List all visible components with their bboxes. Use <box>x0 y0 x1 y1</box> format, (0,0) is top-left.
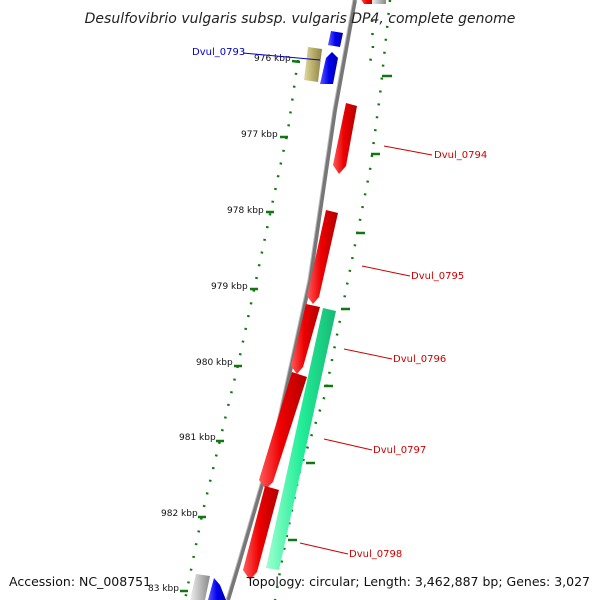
gene-feature-dvul-0798[interactable] <box>243 486 279 580</box>
leader-dvul-0795 <box>361 265 411 277</box>
leader-dvul-0796 <box>343 348 393 360</box>
tick-label: 83 kbp <box>148 584 179 594</box>
map-title: Desulfovibrio vulgaris subsp. vulgaris D… <box>85 11 516 27</box>
leader-dvul-0797 <box>323 438 373 451</box>
gene-feature-gray-bottom[interactable] <box>190 574 210 600</box>
gc-track-right <box>273 0 392 600</box>
gene-labels: Dvul_0793 Dvul_0794 Dvul_0795 Dvul_0796 … <box>192 47 487 560</box>
gene-feature-olive[interactable] <box>304 47 322 82</box>
gene-feature-dvul-0795[interactable] <box>307 210 338 304</box>
tick-label: 977 kbp <box>241 130 278 140</box>
gene-feature-green[interactable] <box>266 308 336 570</box>
gene-label-dvul-0798[interactable]: Dvul_0798 <box>349 549 402 560</box>
genome-backbone-highlight <box>225 0 354 600</box>
gene-feature-dvul-0794[interactable] <box>333 103 357 174</box>
gene-feature-top[interactable] <box>360 0 376 4</box>
tick-label: 980 kbp <box>196 358 233 368</box>
gene-feature-dvul-0797[interactable] <box>259 372 307 489</box>
tick-label: 982 kbp <box>161 509 198 519</box>
gene-feature-blue-1[interactable] <box>328 31 343 47</box>
tick-label: 978 kbp <box>227 206 264 216</box>
gene-feature-top-gray[interactable] <box>372 0 386 4</box>
gene-label-dvul-0793[interactable]: Dvul_0793 <box>192 47 245 58</box>
leader-dvul-0793 <box>242 52 321 61</box>
kbp-tick-labels: 976 kbp 977 kbp 978 kbp 979 kbp 980 kbp … <box>148 54 291 594</box>
gene-feature-dvul-0796[interactable] <box>291 304 320 374</box>
leader-dvul-0794 <box>383 145 433 156</box>
gene-feature-blue-bottom[interactable] <box>208 578 226 600</box>
gene-label-leaders <box>242 52 433 555</box>
gene-label-dvul-0796[interactable]: Dvul_0796 <box>393 354 446 365</box>
kbp-ticks <box>180 59 392 593</box>
tick-label: 976 kbp <box>254 54 291 64</box>
gene-label-dvul-0794[interactable]: Dvul_0794 <box>434 150 487 161</box>
gene-label-dvul-0795[interactable]: Dvul_0795 <box>411 271 464 282</box>
gc-track-top <box>366 19 375 71</box>
leader-dvul-0798 <box>299 542 349 555</box>
accession-text: Accession: NC_008751 <box>9 574 151 589</box>
tick-mark <box>291 59 301 64</box>
gene-feature-dvul-0793[interactable] <box>320 52 338 84</box>
tick-label: 981 kbp <box>179 433 216 443</box>
topology-summary-text: Topology: circular; Length: 3,462,887 bp… <box>246 574 590 589</box>
gene-label-dvul-0797[interactable]: Dvul_0797 <box>373 445 426 456</box>
tick-label: 979 kbp <box>211 282 248 292</box>
